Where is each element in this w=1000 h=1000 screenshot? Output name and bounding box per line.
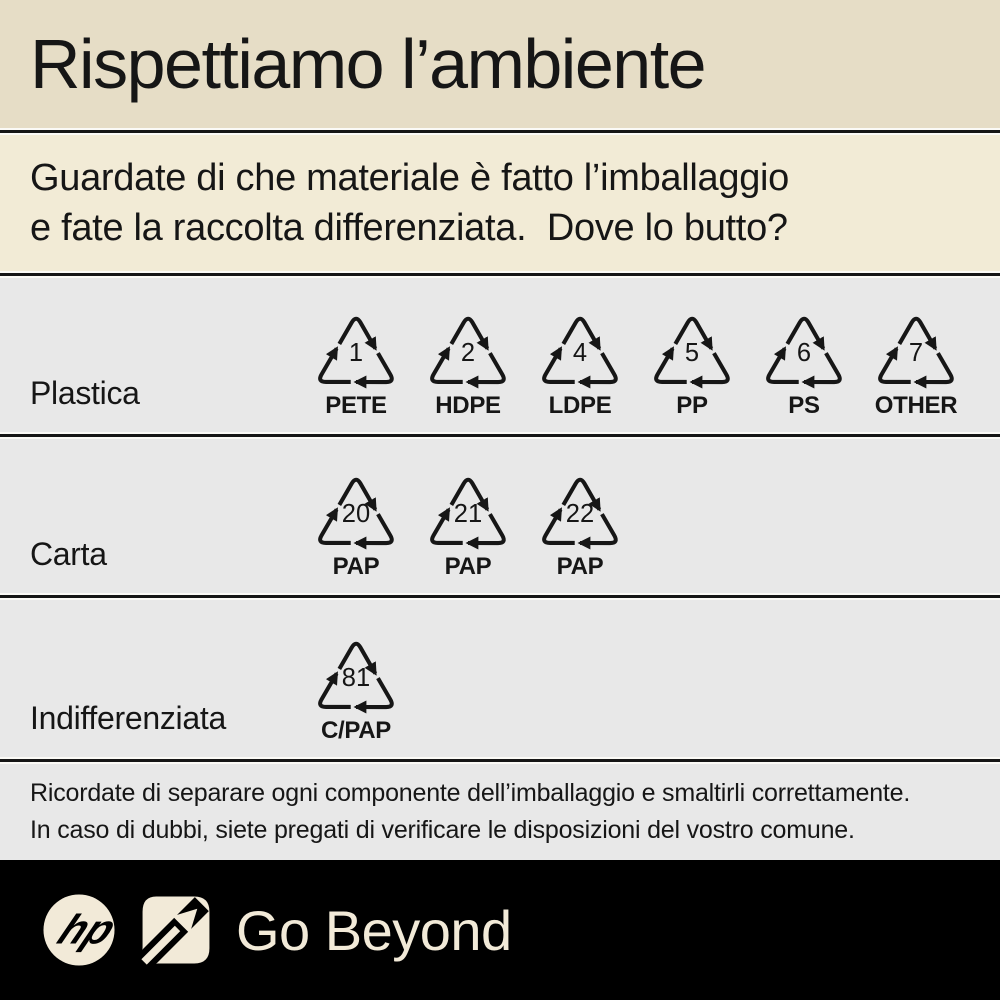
material-abbreviation-label: PS — [788, 392, 820, 419]
hp-logo-circle — [43, 894, 115, 966]
divider — [0, 128, 1000, 135]
note-section: Ricordate di separare ogni componente de… — [0, 764, 1000, 860]
recycling-code-number: 1 — [349, 339, 363, 367]
recycling-triangle-icon: 5 — [654, 316, 730, 389]
recycling-symbol-2: 2 HDPE — [412, 308, 524, 420]
material-abbreviation-label: PP — [676, 392, 708, 419]
recycling-symbol-5: 5 PP — [636, 308, 748, 420]
arrow-icon-head — [172, 908, 198, 934]
intro-line-2: e fate la raccolta differenziata. Dove l… — [30, 207, 788, 249]
recycling-code-number: 21 — [454, 500, 482, 528]
footer-tagline: Go Beyond — [236, 898, 512, 962]
recycling-code-number: 22 — [566, 500, 594, 528]
material-abbreviation-label: PAP — [332, 553, 380, 580]
category-label-plastica: Plastica — [30, 375, 140, 411]
divider — [0, 432, 1000, 439]
recycling-code-number: 81 — [342, 664, 370, 692]
material-abbreviation-label: PAP — [556, 553, 604, 580]
material-abbreviation-label: LDPE — [548, 392, 612, 419]
section-carta: Carta 20 PAP 21 PAP 22 PAP — [0, 439, 1000, 593]
recycling-code-number: 2 — [461, 339, 475, 367]
footer: hp Go Beyond — [0, 860, 1000, 1000]
material-abbreviation-label: PETE — [325, 392, 387, 419]
section-plastica: Plastica 1 PETE 2 HDPE 4 LDPE 5 PP 6 PS 7 OTHER — [0, 278, 1000, 432]
recycling-symbol-22: 22 PAP — [524, 469, 636, 581]
header-section: Rispettiamo l’ambiente — [0, 0, 1000, 128]
recycling-symbols-carta: 20 PAP 21 PAP 22 PAP — [300, 469, 636, 581]
recycling-symbol-20: 20 PAP — [300, 469, 412, 581]
note-line-1: Ricordate di separare ogni componente de… — [30, 779, 911, 807]
divider — [0, 757, 1000, 764]
intro-line-1: Guardate di che materiale è fatto l’imba… — [30, 157, 790, 199]
go-beyond-arrow-icon — [138, 896, 210, 968]
recycling-symbols-plastica: 1 PETE 2 HDPE 4 LDPE 5 PP 6 PS 7 OTHER — [300, 308, 972, 420]
recycling-code-number: 5 — [685, 339, 699, 367]
recycling-triangle-icon: 81 — [318, 641, 394, 714]
recycling-triangle-icon: 7 — [878, 316, 954, 389]
recycling-symbol-21: 21 PAP — [412, 469, 524, 581]
material-abbreviation-label: PAP — [444, 553, 492, 580]
recycling-symbol-4: 4 LDPE — [524, 308, 636, 420]
recycling-triangle-icon: 6 — [766, 316, 842, 389]
recycling-code-number: 6 — [797, 339, 811, 367]
section-indifferenziata: Indifferenziata 81 C/PAP — [0, 600, 1000, 757]
recycling-symbol-6: 6 PS — [748, 308, 860, 420]
recycling-code-number: 7 — [909, 339, 923, 367]
page-title: Rispettiamo l’ambiente — [30, 25, 707, 103]
intro-section: Guardate di che materiale è fatto l’imba… — [0, 135, 1000, 271]
recycling-code-number: 20 — [342, 500, 370, 528]
recycling-triangle-icon: 2 — [430, 316, 506, 389]
divider — [0, 593, 1000, 600]
recycling-triangle-icon: 1 — [318, 316, 394, 389]
arrow-icon-shaft — [141, 925, 181, 965]
recycling-symbols-indifferenziata: 81 C/PAP — [300, 633, 412, 745]
recycling-triangle-icon: 21 — [430, 477, 506, 550]
material-abbreviation-label: HDPE — [435, 392, 501, 419]
recycling-triangle-icon: 20 — [318, 477, 394, 550]
material-abbreviation-label: OTHER — [874, 392, 958, 419]
category-label-carta: Carta — [30, 536, 107, 572]
hp-logo: hp — [43, 894, 116, 966]
recycling-symbol-81: 81 C/PAP — [300, 633, 412, 745]
note-line-2: In caso di dubbi, siete pregati di verif… — [30, 816, 855, 844]
material-abbreviation-label: C/PAP — [320, 717, 392, 744]
recycling-triangle-icon: 22 — [542, 477, 618, 550]
divider — [0, 271, 1000, 278]
recycling-symbol-7: 7 OTHER — [860, 308, 972, 420]
recycling-triangle-icon: 4 — [542, 316, 618, 389]
recycling-symbol-1: 1 PETE — [300, 308, 412, 420]
category-label-indifferenziata: Indifferenziata — [30, 700, 226, 736]
recycling-code-number: 4 — [573, 339, 587, 367]
